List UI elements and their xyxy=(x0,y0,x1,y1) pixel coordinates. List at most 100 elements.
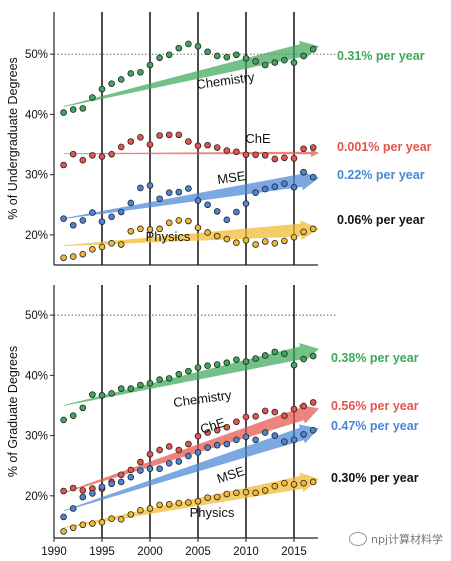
graduate-mse-point-2008 xyxy=(223,440,231,448)
graduate-che-point-2009 xyxy=(233,418,240,426)
graduate-mse-point-2016 xyxy=(300,431,307,438)
graduate-physics-point-2001 xyxy=(156,501,163,509)
graduate-che-point-2012 xyxy=(261,407,269,415)
graduate-mse-point-2017 xyxy=(309,426,317,434)
undergraduate-y-axis-label: % of Undergraduate Degrees xyxy=(6,57,20,220)
graduate-mse-point-2015 xyxy=(290,436,298,444)
graduate-che-trend-arrow xyxy=(63,404,319,494)
graduate-ytick-label-40: 40% xyxy=(25,370,48,382)
undergraduate-chemistry-point-1993 xyxy=(79,105,87,112)
graduate-xtick-label-1995: 1995 xyxy=(89,546,115,558)
graduate-chemistry-point-2009 xyxy=(233,356,240,363)
undergraduate-che-point-2002 xyxy=(165,131,173,139)
undergraduate-chemistry-point-2005 xyxy=(194,43,202,50)
graduate-mse-point-1999 xyxy=(137,467,144,474)
graduate-physics-point-1991 xyxy=(60,528,67,535)
undergraduate-chemistry-point-2001 xyxy=(156,54,163,62)
undergraduate-mse-point-2010 xyxy=(242,200,250,207)
graduate-mse-point-2010 xyxy=(242,433,250,441)
graduate-physics-point-1995 xyxy=(98,519,106,526)
undergraduate-mse-point-2002 xyxy=(165,189,173,197)
undergraduate-mse-rate: 0.22% per year xyxy=(337,168,425,182)
graduate-physics-point-2004 xyxy=(185,499,192,506)
graduate-xtick-label-2010: 2010 xyxy=(233,546,259,558)
graduate-mse-points xyxy=(60,426,317,521)
undergraduate-mse-point-1996 xyxy=(108,213,115,221)
undergraduate-mse-point-1991 xyxy=(60,215,67,222)
graduate-chemistry-point-2004 xyxy=(185,367,192,375)
graduate-chemistry-point-1999 xyxy=(137,381,144,389)
graduate-che-point-2005 xyxy=(194,432,202,440)
graduate-chemistry-point-2016 xyxy=(300,355,307,363)
undergraduate-chemistry-trend-arrow xyxy=(63,40,319,108)
undergraduate-che-point-2008 xyxy=(223,147,231,154)
graduate-chemistry-point-2014 xyxy=(281,350,288,357)
graduate-chemistry-point-2017 xyxy=(309,352,317,360)
undergraduate-che-point-2007 xyxy=(213,144,221,151)
undergraduate-chemistry-point-2003 xyxy=(175,44,183,52)
graduate-che-point-1993 xyxy=(79,487,87,494)
graduate-physics-point-2006 xyxy=(204,494,211,501)
undergraduate-che-point-2017 xyxy=(309,144,317,151)
graduate-che-rate: 0.56% per year xyxy=(331,399,419,413)
undergraduate-che-point-1994 xyxy=(89,152,96,159)
undergraduate-physics-point-2010 xyxy=(242,237,250,244)
watermark: npj计算材料学 xyxy=(348,531,443,547)
graduate-physics-point-2003 xyxy=(175,499,183,507)
graduate-chemistry-point-2015 xyxy=(290,361,298,369)
undergraduate-physics-point-2014 xyxy=(281,237,288,245)
undergraduate-che-point-2010 xyxy=(242,151,250,159)
graduate-physics-point-2015 xyxy=(290,481,298,488)
undergraduate-mse-point-1993 xyxy=(79,217,87,224)
graduate-physics-point-1997 xyxy=(117,516,125,523)
undergraduate-chemistry-point-1992 xyxy=(69,106,77,113)
undergraduate-physics-point-2006 xyxy=(204,229,211,236)
graduate-mse-point-1991 xyxy=(60,513,67,521)
graduate-chemistry-point-1992 xyxy=(69,412,77,420)
graduate-physics-points xyxy=(60,478,317,535)
undergraduate-chemistry-points xyxy=(60,40,317,116)
graduate-mse-point-2009 xyxy=(233,436,240,444)
undergraduate-che-point-1992 xyxy=(69,150,77,158)
graduate-che-point-2013 xyxy=(271,408,279,416)
undergraduate-chemistry-point-1999 xyxy=(137,68,144,76)
graduate-physics-point-1999 xyxy=(137,506,144,514)
undergraduate-mse-point-2004 xyxy=(185,185,192,192)
undergraduate-physics-point-2013 xyxy=(271,240,279,247)
undergraduate-chemistry-point-2013 xyxy=(271,59,279,66)
graduate-ytick-label-50: 50% xyxy=(25,310,48,322)
undergraduate-ytick-label-50: 50% xyxy=(25,49,48,61)
graduate-chemistry-point-2012 xyxy=(261,352,269,359)
graduate-che-point-2017 xyxy=(309,399,317,406)
undergraduate-physics-point-2003 xyxy=(175,217,183,224)
undergraduate-che-point-1993 xyxy=(79,156,87,164)
graduate-che-point-2014 xyxy=(281,412,288,420)
graduate-che-point-2016 xyxy=(300,402,307,410)
undergraduate-mse-point-1995 xyxy=(98,218,106,225)
undergraduate-che-point-2000 xyxy=(146,141,154,148)
undergraduate-che-point-1997 xyxy=(117,143,125,151)
undergraduate-physics-points xyxy=(60,217,317,262)
undergraduate-physics-point-2009 xyxy=(233,239,240,247)
undergraduate-physics-point-2004 xyxy=(185,217,192,225)
undergraduate-physics-trend-arrow xyxy=(63,220,319,247)
undergraduate-mse-points xyxy=(60,168,317,229)
graduate-physics-point-1994 xyxy=(89,520,96,527)
undergraduate-physics-point-2012 xyxy=(261,238,269,245)
graduate-chemistry-point-1993 xyxy=(79,404,87,412)
graduate-mse-point-1995 xyxy=(98,483,106,491)
graduate-che-point-2004 xyxy=(185,440,192,448)
undergraduate-chemistry-point-1991 xyxy=(60,109,67,116)
undergraduate-mse-point-2007 xyxy=(213,208,221,215)
undergraduate-physics-point-2000 xyxy=(146,226,154,233)
undergraduate-mse-point-1997 xyxy=(117,208,125,216)
undergraduate-mse-point-2001 xyxy=(156,195,163,203)
graduate-physics-point-2010 xyxy=(242,488,250,496)
graduate-physics-rate: 0.30% per year xyxy=(331,471,419,485)
undergraduate-mse-point-2014 xyxy=(281,180,288,187)
undergraduate-mse-point-2006 xyxy=(204,201,211,209)
undergraduate-physics-point-1994 xyxy=(89,246,96,253)
undergraduate-chemistry-point-2017 xyxy=(309,46,317,53)
undergraduate-mse-point-1994 xyxy=(89,209,96,216)
graduate-mse-point-1993 xyxy=(79,493,87,501)
